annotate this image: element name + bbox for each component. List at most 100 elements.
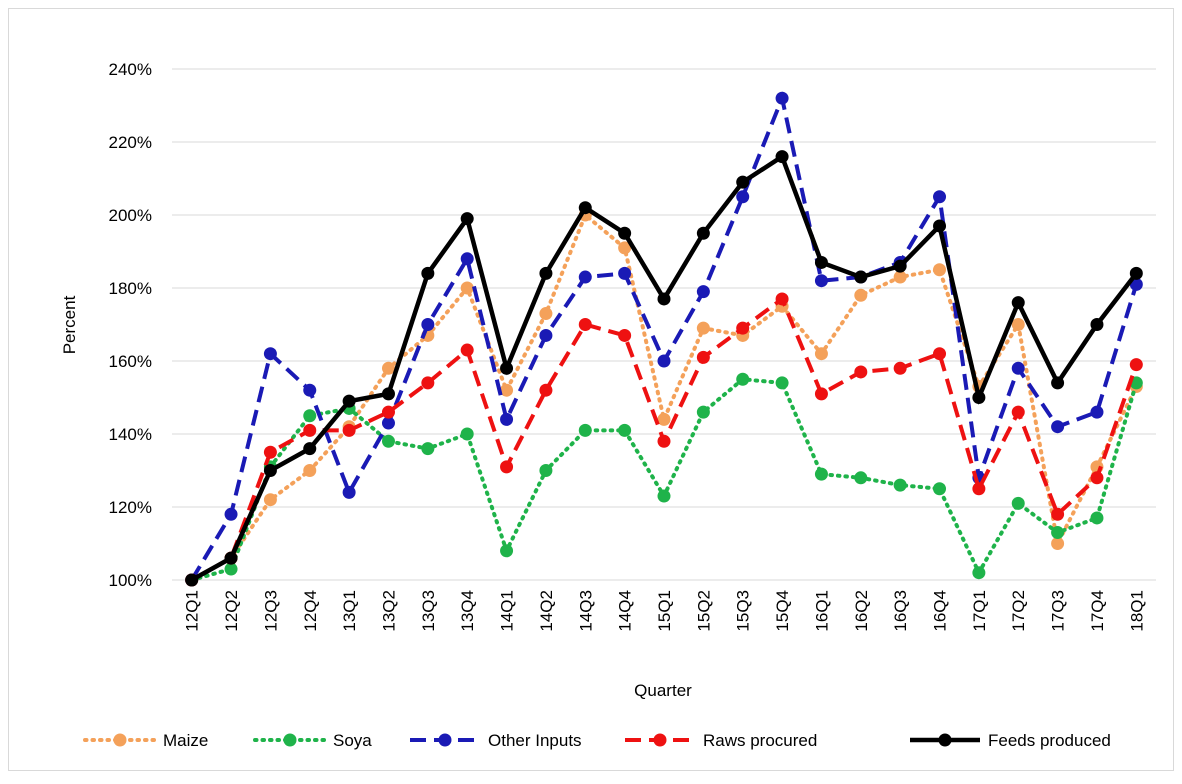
- y-axis-title: Percent: [60, 295, 79, 354]
- data-point: [263, 445, 277, 459]
- data-point: [342, 485, 356, 499]
- data-point: [618, 423, 632, 437]
- data-point: [854, 365, 868, 379]
- data-point: [1090, 405, 1104, 419]
- data-point: [854, 471, 868, 485]
- data-point: [224, 551, 238, 565]
- data-point: [1051, 507, 1065, 521]
- data-point: [1090, 471, 1104, 485]
- data-point: [775, 292, 789, 306]
- data-point: [500, 412, 514, 426]
- data-point: [539, 464, 553, 477]
- data-point: [775, 150, 789, 164]
- data-point: [972, 566, 986, 580]
- data-point: [421, 442, 435, 456]
- legend-marker: [938, 733, 952, 747]
- data-point: [972, 482, 986, 496]
- data-point: [618, 266, 632, 280]
- x-tick-label: 14Q2: [537, 590, 556, 632]
- data-point: [381, 434, 395, 448]
- data-point: [893, 259, 907, 273]
- x-tick-label: 13Q3: [419, 590, 438, 632]
- data-point: [578, 423, 592, 437]
- data-point: [381, 416, 395, 430]
- data-point: [657, 354, 671, 368]
- data-point: [263, 493, 277, 507]
- data-point: [185, 573, 199, 587]
- data-point: [303, 464, 317, 477]
- y-tick-label: 120%: [109, 498, 152, 517]
- data-point: [854, 288, 868, 302]
- data-point: [539, 307, 553, 321]
- data-point: [381, 387, 395, 401]
- data-point: [224, 507, 238, 521]
- data-point: [578, 270, 592, 284]
- legend-label: Feeds produced: [988, 731, 1111, 750]
- data-point: [775, 91, 789, 105]
- x-tick-label: 12Q4: [301, 590, 320, 632]
- x-tick-label: 18Q1: [1127, 590, 1146, 632]
- x-tick-label: 17Q1: [970, 590, 989, 632]
- x-tick-label: 16Q2: [852, 590, 871, 632]
- data-point: [263, 464, 277, 477]
- data-point: [303, 383, 317, 397]
- data-point: [775, 376, 789, 390]
- y-tick-label: 160%: [109, 352, 152, 371]
- data-point: [460, 212, 474, 226]
- legend-marker: [113, 733, 127, 747]
- data-point: [657, 292, 671, 306]
- data-point: [1011, 296, 1025, 310]
- legend-label: Raws procured: [703, 731, 817, 750]
- data-point: [854, 270, 868, 284]
- data-point: [1129, 266, 1143, 280]
- data-point: [933, 482, 947, 496]
- x-tick-label: 15Q2: [694, 590, 713, 632]
- legend-marker: [283, 733, 297, 747]
- data-point: [893, 361, 907, 375]
- data-point: [460, 252, 474, 266]
- data-point: [1051, 537, 1065, 550]
- data-point: [933, 347, 947, 361]
- data-point: [736, 190, 750, 204]
- data-point: [1051, 526, 1065, 540]
- data-point: [933, 190, 947, 204]
- x-tick-label: 15Q3: [734, 590, 753, 632]
- data-point: [1011, 318, 1025, 331]
- data-point: [421, 266, 435, 280]
- y-tick-label: 180%: [109, 279, 152, 298]
- data-point: [618, 226, 632, 240]
- data-point: [1051, 420, 1065, 434]
- x-tick-label: 13Q1: [340, 590, 359, 632]
- data-point: [1011, 361, 1025, 375]
- data-point: [460, 427, 474, 441]
- data-point: [618, 328, 632, 342]
- x-tick-label: 13Q4: [458, 590, 477, 632]
- legend-label: Soya: [333, 731, 372, 750]
- data-point: [500, 460, 514, 474]
- data-point: [1129, 358, 1143, 372]
- data-point: [893, 270, 907, 284]
- x-tick-label: 13Q2: [379, 590, 398, 632]
- data-point: [814, 467, 828, 481]
- data-point: [1090, 511, 1104, 525]
- data-point: [342, 423, 356, 437]
- data-point: [696, 350, 710, 364]
- data-point: [500, 361, 514, 375]
- data-point: [736, 372, 750, 386]
- x-tick-label: 14Q1: [498, 590, 517, 632]
- data-point: [460, 343, 474, 357]
- data-point: [500, 383, 514, 397]
- data-point: [657, 412, 671, 426]
- data-point: [657, 489, 671, 503]
- data-point: [303, 442, 317, 456]
- x-tick-label: 14Q4: [616, 590, 635, 632]
- x-tick-label: 12Q2: [222, 590, 241, 632]
- data-point: [696, 226, 710, 240]
- y-tick-label: 240%: [109, 60, 152, 79]
- data-point: [460, 281, 474, 295]
- x-tick-label: 14Q3: [576, 590, 595, 632]
- chart-border: [8, 8, 1174, 771]
- data-point: [263, 347, 277, 361]
